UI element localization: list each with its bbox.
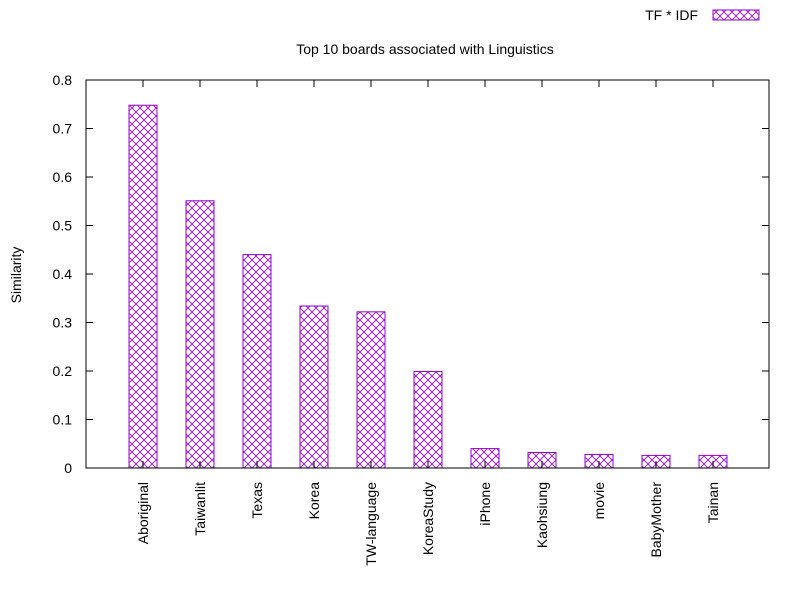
- legend-swatch: [712, 9, 760, 21]
- bar-texas: [242, 254, 272, 469]
- y-axis-ticks: 0 0.1 0.2 0.3 0.4 0.5 0.6 0.7 0.8: [53, 72, 769, 476]
- y-tick-label: 0.6: [53, 169, 73, 185]
- x-tick-label: Tainan: [705, 482, 721, 523]
- bar-taiwanlit: [185, 200, 215, 469]
- x-tick-label: Taiwanlit: [192, 482, 208, 536]
- chart-title: Top 10 boards associated with Linguistic…: [296, 41, 554, 57]
- y-tick-label: 0.5: [53, 218, 73, 234]
- x-tick-label: KoreaStudy: [420, 482, 436, 555]
- x-tick-label: Korea: [306, 482, 322, 520]
- legend-label: TF * IDF: [645, 7, 698, 23]
- bar-korea: [299, 305, 329, 469]
- y-axis-label: Similarity: [8, 247, 24, 304]
- bar-tw-language: [356, 311, 386, 469]
- x-tick-label: movie: [591, 482, 607, 520]
- plot-frame: [85, 79, 770, 469]
- x-tick-label: Texas: [249, 482, 265, 519]
- y-tick-label: 0.4: [53, 266, 73, 282]
- y-tick-label: 0: [64, 460, 72, 476]
- y-tick-label: 0.2: [53, 363, 73, 379]
- x-tick-label: BabyMother: [648, 482, 664, 558]
- y-tick-label: 0.1: [53, 412, 73, 428]
- bar-aboriginal: [128, 104, 158, 469]
- y-tick-label: 0.3: [53, 315, 73, 331]
- bar-koreastudy: [413, 370, 443, 469]
- bars: [128, 104, 728, 469]
- x-axis-labels: Aboriginal Taiwanlit Texas Korea TW-language…: [135, 80, 721, 566]
- x-tick-label: iPhone: [477, 482, 493, 526]
- legend: TF * IDF: [645, 7, 760, 23]
- x-tick-label: Aboriginal: [135, 482, 151, 544]
- y-tick-label: 0.8: [53, 72, 73, 88]
- x-tick-label: TW-language: [363, 482, 379, 566]
- y-tick-label: 0.7: [53, 121, 73, 137]
- x-tick-label: Kaohsiung: [534, 482, 550, 548]
